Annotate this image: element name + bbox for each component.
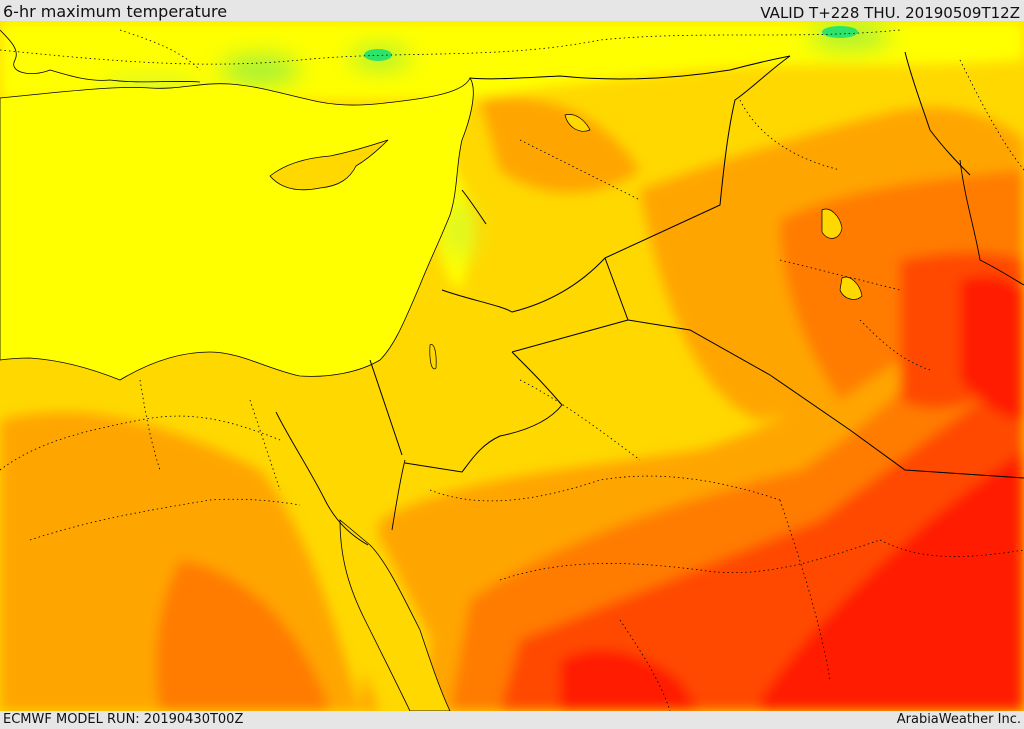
red-sea (339, 519, 451, 711)
province-line-syria-1 (519, 139, 641, 201)
header-bar: 6-hr maximum temperature VALID T+228 THU… (0, 0, 1024, 21)
zone-red-gulf (960, 275, 1024, 420)
temperature-zones (0, 21, 1024, 711)
footer-bar: ECMWF MODEL RUN: 20190430T00Z ArabiaWeat… (0, 711, 1024, 729)
valid-time-label: VALID T+228 THU. 20190509T12Z (760, 4, 1020, 22)
country-borders (369, 51, 1024, 479)
cyprus-island (269, 139, 389, 191)
border-jordan-saudi (404, 351, 563, 473)
zone-lightgreen-1 (220, 56, 300, 84)
border-jordan-syria (441, 257, 606, 313)
province-line-turkey-1 (0, 29, 901, 65)
province-line-iraq-3 (859, 319, 931, 371)
province-line-turkey-2 (119, 29, 201, 71)
zone-cool-green-2 (822, 26, 858, 38)
model-run-label: ECMWF MODEL RUN: 20190430T00Z (3, 712, 244, 727)
province-line-egypt-1 (0, 415, 281, 471)
province-line-iraq-2 (779, 259, 901, 291)
province-borders (0, 29, 1024, 711)
province-line-iran-1 (959, 59, 1024, 171)
zone-darkorange-egypt (156, 560, 330, 711)
gulf-of-suez (275, 411, 369, 546)
border-iraq-saudi (627, 319, 1024, 479)
border-syria-lebanon (461, 189, 487, 225)
zone-yelloworange-jordan (466, 300, 680, 459)
zone-orange-syria (480, 97, 640, 193)
province-line-egypt-4 (249, 399, 281, 491)
temperature-map (0, 21, 1024, 711)
border-iraq-iran (904, 51, 971, 176)
province-line-saudi-4 (779, 499, 831, 681)
province-line-egypt-2 (29, 498, 301, 541)
border-syria-iraq (604, 55, 791, 259)
iraq-lake-1 (821, 208, 843, 239)
syria-lake (564, 114, 591, 132)
zone-red-arabia (560, 649, 700, 711)
zone-lightgreen-5 (446, 200, 474, 260)
province-line-iraq-1 (739, 99, 841, 171)
credit-label: ArabiaWeather Inc. (896, 712, 1021, 727)
map-title: 6-hr maximum temperature (3, 2, 228, 21)
gulf-of-aqaba (391, 459, 406, 531)
border-syria-turkey (469, 55, 791, 80)
zone-red-se (760, 450, 1024, 711)
dead-sea (429, 344, 437, 370)
iraq-lake-2 (839, 276, 863, 300)
turkey-coast (0, 29, 201, 83)
province-line-saudi-1 (429, 475, 781, 502)
persian-gulf-coast (959, 159, 1024, 286)
zone-yelloworange-sinai (300, 380, 400, 510)
province-line-egypt-3 (139, 379, 161, 471)
province-line-jordan-1 (519, 379, 641, 461)
border-egypt-israel (369, 359, 403, 456)
